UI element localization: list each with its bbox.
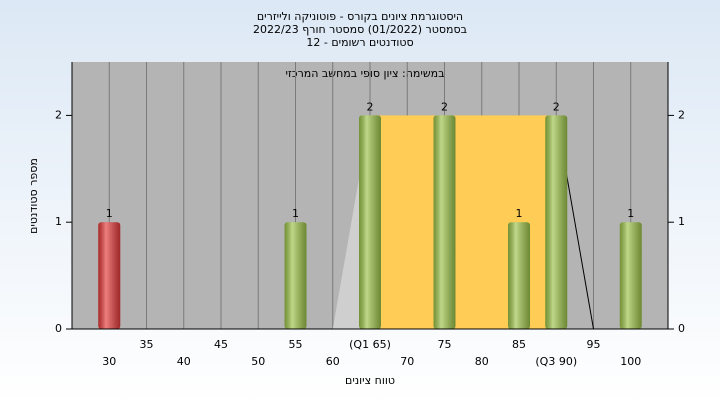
x-tick-label: 95 xyxy=(587,338,601,351)
x-tick-label: 60 xyxy=(326,355,340,368)
y-tick-label: 1 xyxy=(55,215,62,228)
x-tick-label: 45 xyxy=(214,338,228,351)
bar-shine xyxy=(284,222,307,329)
bar-shine xyxy=(98,222,121,329)
x-axis-label: טווח ציונים xyxy=(345,374,395,387)
value-label: 2 xyxy=(441,100,448,113)
title-line: היסטוגרמת ציונים בקורס - פוטוניקה ולייזר… xyxy=(257,10,463,23)
x-tick-label: 75 xyxy=(438,338,452,351)
x-tick-label: 30 xyxy=(102,355,116,368)
bar-shine xyxy=(359,115,381,330)
x-tick-label: 70 xyxy=(400,355,414,368)
x-tick-label: 40 xyxy=(177,355,191,368)
x-tick-label: 80 xyxy=(475,355,489,368)
y-tick-label: 0 xyxy=(55,322,62,335)
annotation: במשימה: ציון סופי במחשב המרכזי xyxy=(285,67,444,80)
x-tick-label: (Q1 65) xyxy=(349,338,391,351)
title-line: בסמסטר (01/2022) סמסטר חורף 2022/23 xyxy=(253,23,467,36)
value-label: 1 xyxy=(516,207,523,220)
x-tick-label: (Q3 90) xyxy=(535,355,577,368)
title-line: סטודנטים רשומים - 12 xyxy=(306,36,413,49)
value-label: 1 xyxy=(292,207,299,220)
value-label: 1 xyxy=(627,207,634,220)
x-tick-label: 100 xyxy=(620,355,641,368)
bar-shine xyxy=(508,222,530,329)
x-tick-label: 50 xyxy=(251,355,265,368)
x-tick-label: 55 xyxy=(289,338,303,351)
bar-shine xyxy=(545,115,568,330)
y2-tick-label: 2 xyxy=(678,108,685,121)
x-tick-label: 85 xyxy=(512,338,526,351)
y2-tick-label: 1 xyxy=(678,215,685,228)
y2-tick-label: 0 xyxy=(678,322,685,335)
y-tick-label: 2 xyxy=(55,108,62,121)
value-label: 2 xyxy=(367,100,374,113)
value-label: 2 xyxy=(553,100,560,113)
bar-shine xyxy=(619,222,642,329)
bar-shine xyxy=(433,115,456,330)
x-tick-label: 35 xyxy=(140,338,154,351)
y-axis-label: מספר סטודנטים xyxy=(27,158,40,234)
value-label: 1 xyxy=(106,207,113,220)
